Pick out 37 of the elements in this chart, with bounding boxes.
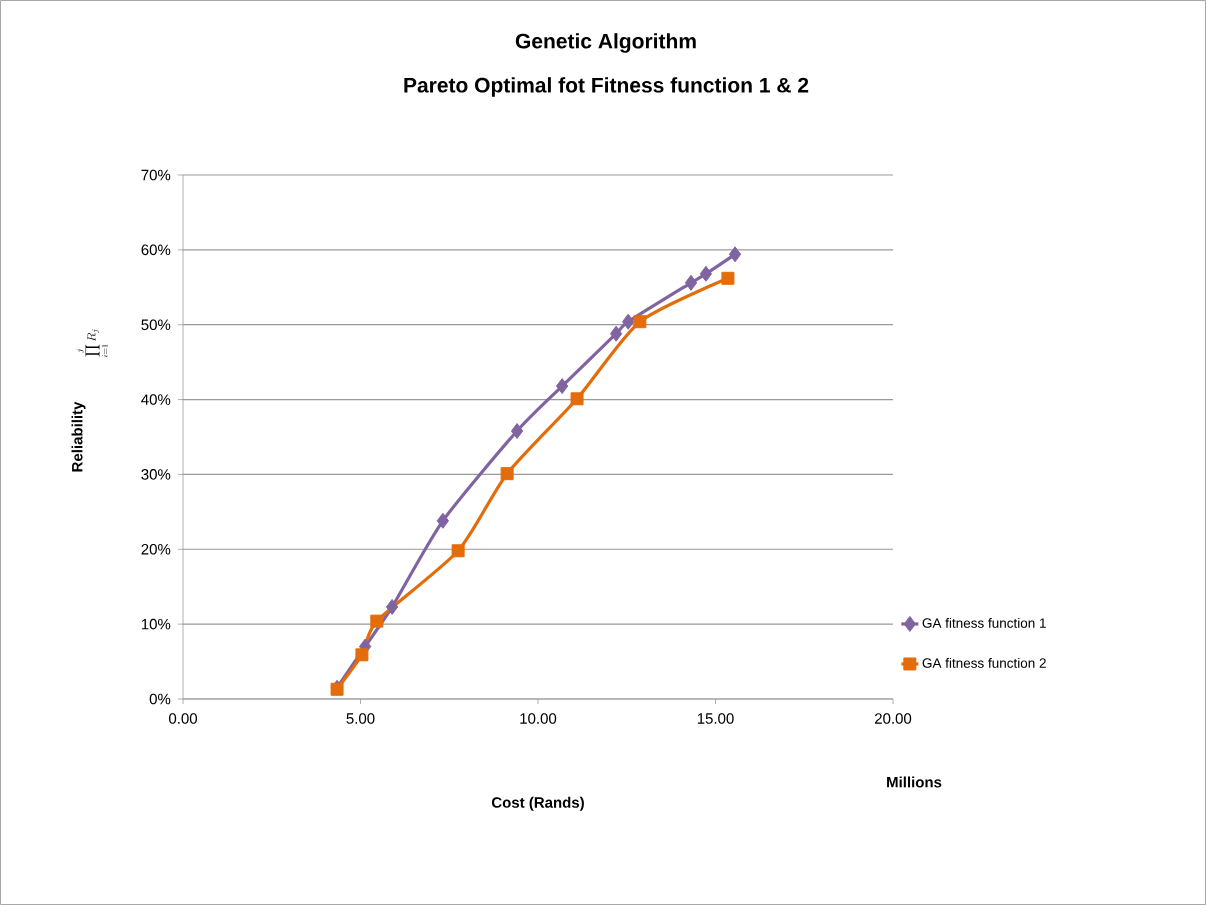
point <box>355 648 369 662</box>
y-axis-title: Reliability <box>71 401 86 472</box>
point <box>633 315 647 329</box>
y-tick-label: 30% <box>141 469 171 480</box>
chart-subtitle: Pareto Optimal fot Fitness function 1 & 2 <box>404 77 809 97</box>
point <box>370 614 384 628</box>
y-tick-label: 20% <box>141 543 171 555</box>
y-tick-label: 10% <box>141 618 171 630</box>
y-tick-label: 70% <box>141 169 171 181</box>
point <box>728 246 742 263</box>
x-tick-label: 15.00 <box>697 713 734 724</box>
point <box>556 378 569 395</box>
x-axis-title: Cost (Rands) <box>491 796 584 811</box>
x-tick-label: 5.00 <box>346 713 375 724</box>
point <box>684 274 698 291</box>
point <box>609 325 623 342</box>
text: $\prod_{i=1}^{j} R_j$ <box>76 329 108 358</box>
point <box>451 544 465 558</box>
y-tick-label: 60% <box>141 244 171 256</box>
point <box>699 265 713 282</box>
y-tick-label: 0% <box>149 693 171 705</box>
y-tick-label: 40% <box>141 394 171 405</box>
point <box>570 392 584 406</box>
legend-label: GA fitness function 1 <box>922 617 1046 628</box>
x-tick-label: 0.00 <box>169 713 198 724</box>
text: Millions <box>887 776 942 788</box>
point <box>436 512 449 529</box>
point <box>385 598 399 615</box>
x-tick-label: 10.00 <box>520 713 557 724</box>
y-tick-label: 50% <box>141 319 171 330</box>
point <box>622 313 635 330</box>
chart-title: Genetic Algorithm <box>515 33 696 53</box>
point <box>510 422 524 439</box>
legend-label: GA fitness function 2 <box>922 657 1046 668</box>
point <box>721 271 735 285</box>
x-tick-label: 20.00 <box>874 713 912 724</box>
point <box>500 467 514 481</box>
